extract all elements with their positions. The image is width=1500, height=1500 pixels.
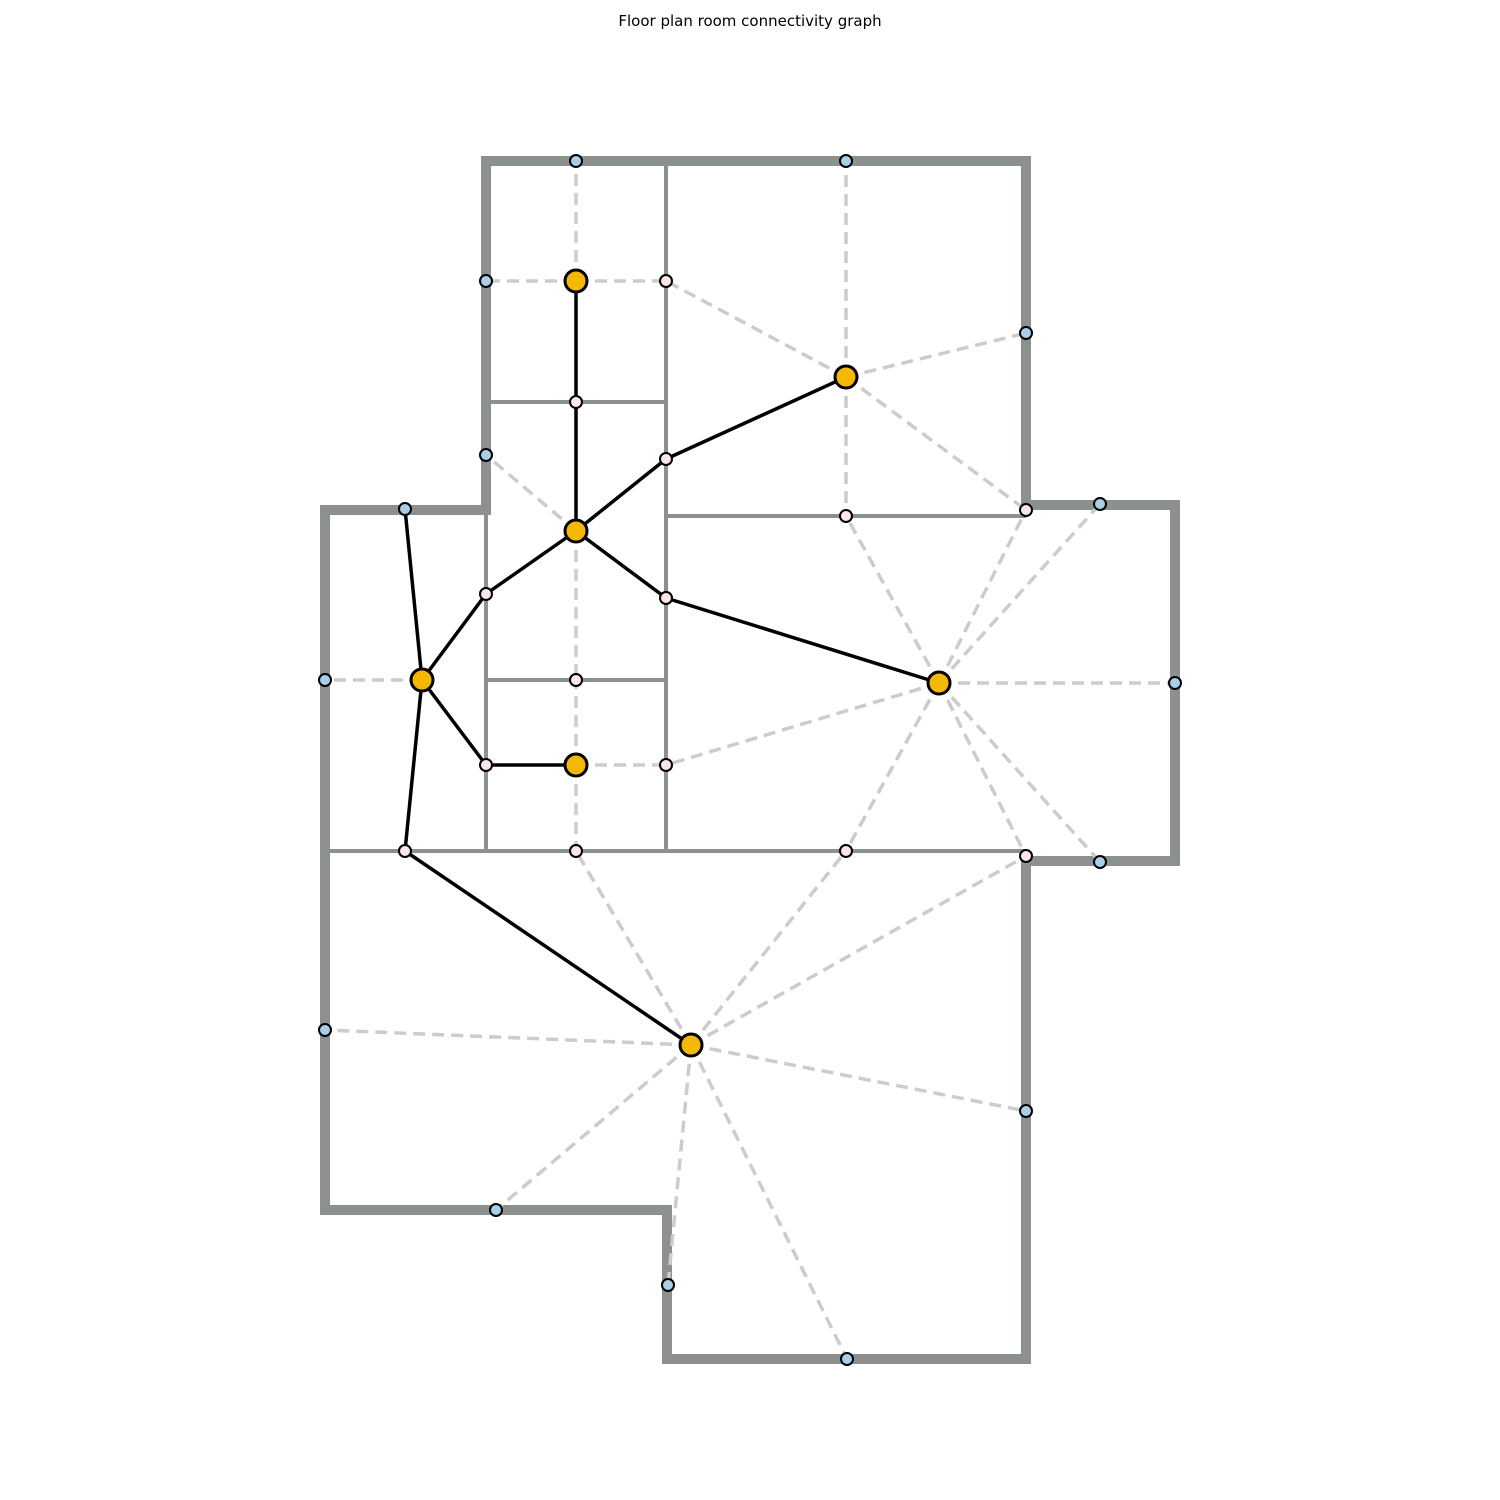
page-title: Floor plan room connectivity graph	[618, 12, 882, 30]
room-node	[563, 268, 589, 294]
door-node	[1019, 849, 1033, 863]
window-connection	[574, 850, 693, 1046]
window-connection	[690, 1043, 1027, 1113]
door-connection	[664, 596, 941, 685]
door-connection	[420, 592, 488, 682]
room-node	[409, 667, 435, 693]
room-node	[833, 364, 859, 390]
window-node	[318, 673, 332, 687]
window-connection	[937, 681, 1102, 864]
window-node	[1019, 1104, 1033, 1118]
window-connection	[665, 681, 940, 767]
door-connection	[420, 678, 488, 767]
window-connection	[324, 1028, 692, 1047]
room-node	[563, 752, 589, 778]
window-node	[1168, 676, 1182, 690]
window-connection	[665, 279, 847, 379]
door-connection	[403, 678, 424, 853]
door-connection	[484, 529, 578, 596]
window-connection	[666, 1044, 693, 1286]
window-connection	[844, 375, 1028, 512]
door-node	[659, 274, 673, 288]
door-node	[479, 758, 493, 772]
window-connection	[845, 331, 1027, 379]
window-connection	[844, 682, 941, 852]
window-connection	[494, 1043, 693, 1212]
door-node	[659, 758, 673, 772]
door-connection	[664, 375, 848, 461]
door-connection	[574, 457, 668, 533]
window-node	[1093, 497, 1107, 511]
room-nodes	[409, 268, 952, 1058]
window-node	[569, 154, 583, 168]
window-node	[479, 274, 493, 288]
window-connection	[937, 682, 1028, 857]
door-node	[1019, 503, 1033, 517]
window-connection	[937, 502, 1102, 685]
outer-wall	[320, 156, 1180, 1364]
window-node	[1093, 855, 1107, 869]
window-connection	[484, 453, 578, 533]
window-node	[839, 154, 853, 168]
door-connection	[403, 507, 424, 682]
door-node	[659, 452, 673, 466]
window-connection	[689, 849, 848, 1047]
window-node	[1019, 326, 1033, 340]
window-node	[489, 1203, 503, 1217]
door-node	[839, 844, 853, 858]
window-connection	[689, 1044, 849, 1360]
room-node	[678, 1032, 704, 1058]
door-node	[569, 673, 583, 687]
room-node	[926, 670, 952, 696]
window-connections	[324, 161, 1175, 1360]
door-node	[479, 587, 493, 601]
window-node	[318, 1023, 332, 1037]
door-node	[569, 844, 583, 858]
opening-nodes	[318, 154, 1182, 1366]
window-node	[840, 1352, 854, 1366]
door-node	[659, 591, 673, 605]
window-connection	[690, 854, 1027, 1047]
door-node	[398, 844, 412, 858]
door-node	[569, 395, 583, 409]
door-connection	[574, 529, 668, 600]
door-node	[839, 509, 853, 523]
door-connections	[403, 279, 941, 1047]
outer-walls	[320, 156, 1180, 1364]
window-node	[661, 1278, 675, 1292]
window-node	[398, 502, 412, 516]
window-connection	[937, 509, 1028, 684]
door-connection	[403, 849, 693, 1047]
window-node	[479, 448, 493, 462]
room-node	[563, 518, 589, 544]
window-connection	[844, 515, 941, 684]
